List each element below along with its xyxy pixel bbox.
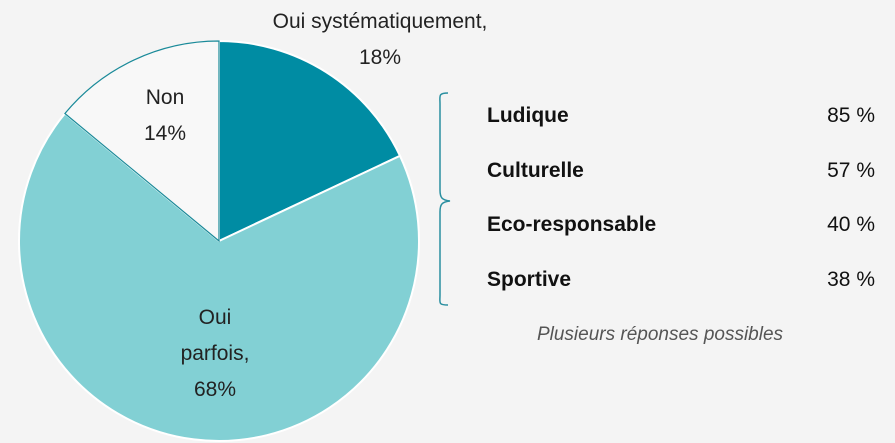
brace [439, 92, 451, 306]
item-label: Ludique [487, 104, 569, 127]
category-label: Oui parfois, [180, 306, 250, 365]
value-label: 14% [143, 122, 187, 145]
item-label: Eco-responsable [487, 213, 657, 236]
slice-label: Non 14% [120, 80, 210, 152]
list-row: Ludique 85 % [487, 104, 875, 128]
list-row: Eco-responsable 40 % [487, 213, 875, 237]
value-label: 18% [358, 46, 402, 69]
pie-slice [218, 39, 402, 243]
pie-slice [64, 40, 220, 243]
category-label: Non [145, 86, 185, 109]
category-label: Oui systématiquement, [272, 10, 488, 33]
value-label: 68% [193, 378, 237, 401]
item-label: Culturelle [487, 158, 584, 182]
item-value: 85 % [827, 104, 875, 127]
slice-label: Oui parfois, 68% [170, 300, 260, 408]
list-row: Sportive 38 % [487, 268, 875, 292]
slice-label: Oui systématiquement, 18% [220, 4, 540, 76]
pie-slice [18, 112, 420, 442]
item-value: 40 % [827, 213, 875, 236]
list-row: Culturelle 57 % [487, 159, 875, 183]
item-value: 57 % [827, 158, 875, 182]
item-value: 38 % [827, 267, 875, 291]
item-label: Sportive [487, 267, 572, 291]
note: Plusieurs réponses possibles [536, 324, 784, 345]
